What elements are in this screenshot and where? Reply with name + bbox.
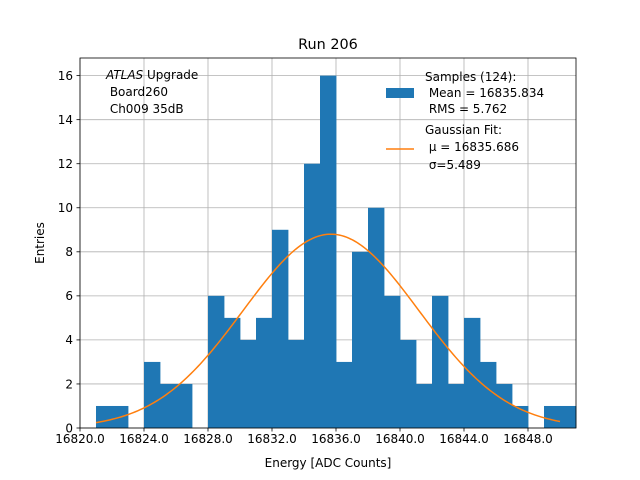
x-axis-ticks: 16820.0 16824.0 16828.0 16832.0 16836.0 16840…	[55, 428, 553, 446]
histogram-bar	[352, 251, 369, 428]
histogram-bar	[256, 317, 273, 428]
legend-samples-rms: RMS = 5.762	[425, 102, 507, 116]
histogram-bar	[96, 405, 113, 428]
histogram-bar	[416, 383, 433, 428]
histogram-bar	[544, 405, 561, 428]
histogram-bar	[368, 207, 385, 428]
legend-fit-mu: μ = 16835.686	[425, 140, 519, 154]
x-tick-label: 16820.0	[55, 432, 105, 446]
legend-fit-sigma: σ=5.489	[425, 158, 481, 172]
histogram-bar	[480, 361, 497, 428]
histogram-bar	[272, 229, 289, 428]
legend-fit-title: Gaussian Fit:	[425, 123, 502, 137]
x-axis-label: Energy [ADC Counts]	[265, 456, 392, 470]
histogram-bar	[400, 339, 417, 428]
y-tick-label: 10	[58, 201, 73, 215]
histogram-bar	[320, 75, 337, 428]
histogram-bar	[448, 383, 465, 428]
y-tick-label: 8	[65, 245, 73, 259]
annotation-atlas: ATLAS	[105, 68, 144, 82]
x-tick-label: 16848.0	[503, 432, 553, 446]
annotation-upgrade: Upgrade	[143, 68, 198, 82]
histogram-bar	[208, 295, 225, 428]
y-tick-label: 6	[65, 289, 73, 303]
histogram-bar	[496, 383, 513, 428]
x-tick-label: 16836.0	[311, 432, 361, 446]
y-tick-label: 16	[58, 69, 73, 83]
histogram-bar	[288, 339, 305, 428]
histogram-bar	[336, 361, 353, 428]
experiment-annotation: ATLAS Upgrade Board260 Ch009 35dB	[105, 68, 198, 116]
y-axis-label: Entries	[33, 222, 47, 264]
histogram-bar	[240, 339, 257, 428]
legend-samples-title: Samples (124):	[425, 70, 516, 84]
x-tick-label: 16832.0	[247, 432, 297, 446]
histogram-bar	[176, 383, 193, 428]
y-tick-label: 2	[65, 377, 73, 391]
plot-frame	[79, 57, 577, 429]
histogram-bar	[160, 383, 177, 428]
histogram-bars	[96, 75, 577, 428]
annotation-line-1: ATLAS Upgrade	[105, 68, 198, 82]
y-tick-label: 12	[58, 157, 73, 171]
annotation-board: Board260	[106, 85, 168, 99]
x-tick-label: 16824.0	[119, 432, 169, 446]
chart-title: Run 206	[298, 37, 358, 53]
x-tick-label: 16844.0	[439, 432, 489, 446]
legend-samples-swatch	[386, 88, 414, 98]
histogram-bar	[432, 295, 449, 428]
y-tick-label: 0	[65, 421, 73, 435]
histogram-bar	[304, 163, 321, 428]
histogram-bar	[224, 317, 241, 428]
y-axis-ticks: 0 2 4 6 8 10 12 14 16	[58, 69, 80, 435]
x-tick-label: 16828.0	[183, 432, 233, 446]
histogram-bar	[560, 405, 577, 428]
histogram-bar	[384, 295, 401, 428]
legend: Samples (124): Mean = 16835.834 RMS = 5.…	[386, 70, 544, 172]
y-tick-label: 4	[65, 333, 73, 347]
histogram-bar	[464, 317, 481, 428]
x-tick-label: 16840.0	[375, 432, 425, 446]
gaussian-fit-layer	[95, 233, 561, 424]
y-tick-label: 14	[58, 113, 73, 127]
legend-samples-mean: Mean = 16835.834	[425, 86, 544, 100]
gaussian-fit-curve	[95, 233, 561, 424]
histogram-bar	[144, 361, 161, 428]
annotation-channel: Ch009 35dB	[106, 102, 184, 116]
